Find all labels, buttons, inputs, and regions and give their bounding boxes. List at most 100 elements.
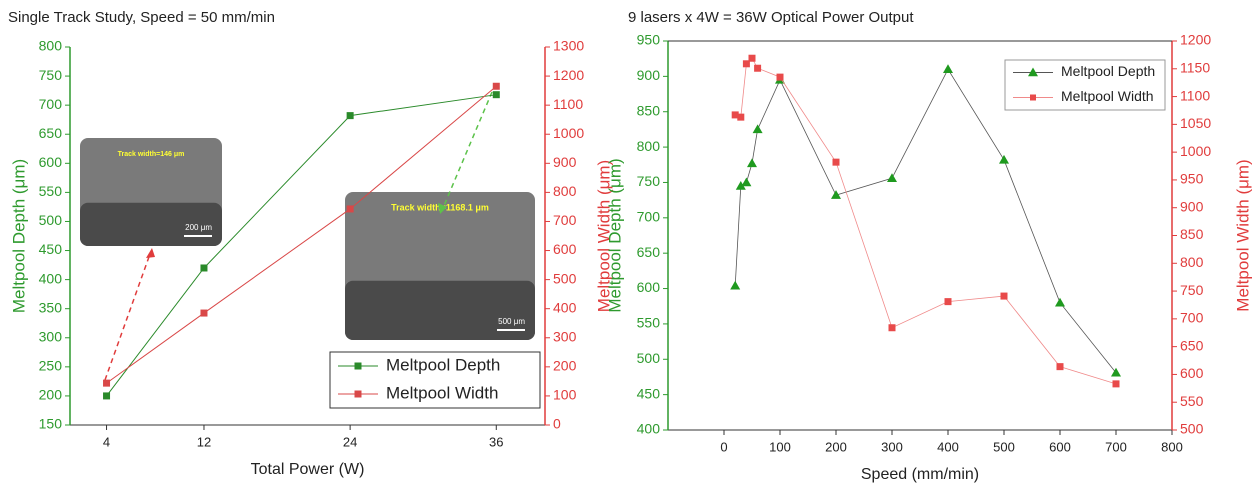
y2-tick-label: 650 (1180, 337, 1204, 353)
x-tick-label: 36 (489, 434, 503, 449)
x-tick-label: 800 (1161, 439, 1183, 454)
y-tick-label: 800 (39, 38, 63, 54)
data-point (200, 264, 208, 272)
data-point (731, 111, 739, 119)
y2-tick-label: 1050 (1180, 115, 1211, 131)
y-tick-label: 400 (39, 270, 63, 286)
y2-tick-label: 950 (1180, 171, 1204, 187)
y2-tick-label: 200 (553, 358, 577, 374)
y2-tick-label: 1200 (553, 67, 584, 83)
y2-axis-label: Meltpool Width (μm) (1233, 159, 1252, 311)
y2-tick-label: 850 (1180, 226, 1204, 242)
y2-tick-label: 700 (1180, 310, 1204, 326)
data-point (752, 124, 763, 134)
legend-label: Meltpool Width (1061, 88, 1154, 104)
y-tick-label: 550 (39, 183, 63, 199)
y2-tick-label: 700 (553, 212, 577, 228)
x-axis-label: Total Power (W) (251, 461, 365, 478)
y-tick-label: 750 (637, 173, 661, 189)
y-tick-label: 300 (39, 328, 63, 344)
x-tick-label: 24 (343, 434, 357, 449)
series-line (735, 57, 1117, 385)
y-tick-label: 950 (637, 32, 661, 48)
legend-marker (354, 362, 362, 370)
y-tick-label: 700 (39, 96, 63, 112)
legend-marker (1030, 94, 1036, 101)
inset-label: Track width=146 μm (118, 151, 185, 158)
y-tick-label: 250 (39, 358, 63, 374)
legend-box (329, 351, 541, 409)
legend-box (1004, 59, 1166, 111)
data-point (737, 113, 745, 121)
y2-tick-label: 900 (1180, 198, 1204, 214)
data-point (1055, 297, 1065, 307)
y-tick-label: 450 (637, 385, 661, 401)
x-tick-label: 600 (1049, 439, 1071, 454)
y2-tick-label: 1300 (553, 38, 584, 54)
y2-tick-label: 600 (553, 241, 577, 257)
data-point (346, 205, 354, 213)
data-point (754, 64, 762, 72)
y2-tick-label: 1100 (1180, 87, 1210, 103)
series-line (734, 68, 1117, 373)
x-tick-label: 100 (769, 439, 791, 454)
x-axis-label: Speed (mm/min) (861, 466, 979, 483)
y2-tick-label: 800 (1180, 254, 1204, 270)
y-tick-label: 500 (637, 350, 661, 366)
data-point (1112, 380, 1120, 388)
data-point (103, 379, 111, 387)
y-axis-label: Meltpool Depth (μm) (605, 158, 624, 312)
y2-tick-label: 800 (553, 183, 577, 199)
arrow-head (146, 248, 155, 258)
data-point (943, 64, 953, 74)
chart-title: Single Track Study, Speed = 50 mm/min (8, 9, 275, 26)
data-point (741, 177, 752, 187)
x-tick-label: 300 (881, 439, 903, 454)
y2-tick-label: 100 (553, 387, 577, 403)
y-tick-label: 400 (637, 421, 661, 437)
data-point (730, 280, 741, 290)
series-line (106, 94, 497, 397)
y-tick-label: 150 (39, 416, 63, 432)
y2-tick-label: 1000 (553, 125, 584, 141)
y2-tick-label: 0 (553, 416, 561, 432)
x-tick-label: 4 (103, 434, 110, 449)
y2-tick-label: 300 (553, 328, 577, 344)
legend-marker (354, 390, 362, 398)
data-point (742, 60, 750, 68)
y2-tick-label: 500 (1180, 421, 1204, 437)
y2-tick-label: 500 (553, 270, 577, 286)
y2-tick-label: 900 (553, 154, 577, 170)
data-point (944, 298, 952, 306)
y-tick-label: 500 (39, 212, 63, 228)
data-point (832, 158, 840, 166)
y2-tick-label: 1200 (1180, 32, 1211, 48)
y-tick-label: 600 (637, 279, 661, 295)
y-tick-label: 850 (637, 102, 661, 118)
y2-tick-label: 550 (1180, 393, 1204, 409)
y-tick-label: 650 (39, 125, 63, 141)
data-point (1000, 292, 1008, 300)
y2-tick-label: 1000 (1180, 143, 1211, 159)
x-tick-label: 500 (993, 439, 1015, 454)
y-tick-label: 700 (637, 209, 661, 225)
data-point (999, 154, 1009, 164)
data-point (735, 180, 746, 190)
data-point (888, 324, 896, 332)
x-tick-label: 0 (720, 439, 727, 454)
y-tick-label: 550 (637, 315, 661, 331)
y2-tick-label: 1100 (553, 96, 583, 112)
x-tick-label: 200 (825, 439, 847, 454)
legend-label: Meltpool Depth (1061, 63, 1155, 79)
arrow-head (438, 203, 447, 214)
data-point (747, 158, 757, 168)
data-point (831, 190, 841, 199)
arrow (104, 253, 151, 381)
y2-tick-label: 1150 (1180, 59, 1210, 75)
data-point (1111, 367, 1121, 377)
scale-bar-label: 200 μm (185, 223, 212, 232)
data-point (1056, 363, 1064, 371)
legend-label: Meltpool Depth (386, 355, 500, 374)
y2-tick-label: 400 (553, 299, 577, 315)
